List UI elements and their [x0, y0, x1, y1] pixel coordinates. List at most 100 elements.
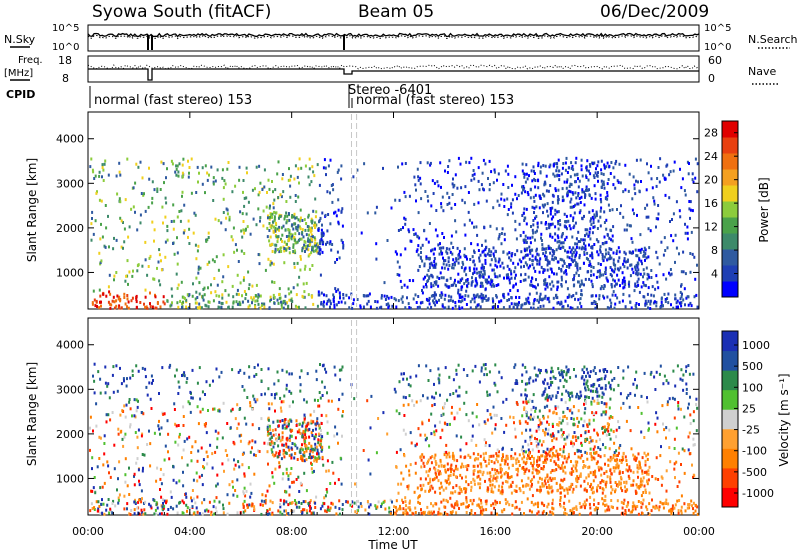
scatter-point [320, 291, 323, 295]
scatter-point [480, 465, 483, 469]
scatter-point [338, 507, 341, 511]
scatter-point [507, 276, 510, 280]
scatter-point [171, 294, 174, 298]
scatter-point [519, 280, 522, 283]
scatter-point [251, 439, 254, 443]
scatter-point [455, 368, 458, 372]
scatter-point [640, 247, 643, 251]
scatter-point [492, 181, 495, 185]
scatter-point [420, 454, 423, 458]
scatter-point [297, 475, 300, 479]
scatter-point [562, 410, 565, 414]
scatter-point [446, 452, 449, 456]
freq-line [88, 68, 699, 81]
scatter-point [508, 305, 511, 309]
scatter-point [276, 419, 279, 423]
scatter-point [617, 451, 620, 455]
scatter-point [660, 475, 663, 479]
scatter-point [451, 306, 454, 310]
scatter-point [637, 406, 640, 409]
scatter-point [175, 368, 178, 372]
scatter-point [122, 377, 125, 381]
scatter-point [341, 434, 343, 438]
scatter-point [677, 407, 680, 411]
scatter-point [586, 425, 589, 428]
scatter-point [576, 460, 579, 464]
scatter-point [514, 228, 517, 232]
scatter-point [314, 433, 317, 437]
scatter-point [578, 396, 581, 399]
scatter-point [136, 269, 139, 273]
scatter-point [113, 306, 116, 310]
scatter-point [591, 486, 594, 490]
scatter-point [523, 471, 526, 475]
scatter-point [628, 224, 631, 228]
scatter-point [138, 483, 141, 487]
scatter-point [459, 300, 462, 304]
scatter-point [478, 497, 481, 501]
scatter-point [453, 183, 456, 187]
scatter-point [232, 295, 235, 299]
scatter-point [624, 260, 627, 264]
scatter-point [656, 256, 659, 260]
scatter-point [400, 471, 403, 475]
scatter-point [203, 498, 206, 502]
scatter-point [627, 282, 630, 286]
scatter-point [427, 256, 430, 260]
scatter-point [524, 180, 527, 184]
scatter-point [484, 459, 487, 463]
scatter-point [585, 232, 588, 236]
scatter-point [488, 478, 491, 481]
scatter-point [542, 164, 545, 168]
scatter-point [116, 389, 119, 393]
scatter-point [303, 459, 306, 463]
scatter-point [604, 271, 607, 274]
scatter-point [524, 469, 527, 473]
scatter-point [300, 455, 303, 458]
scatter-point [551, 200, 554, 204]
scatter-point [669, 268, 672, 271]
scatter-point [270, 448, 273, 452]
scatter-point [641, 262, 643, 266]
scatter-point [559, 466, 562, 470]
scatter-point [493, 170, 496, 174]
scatter-point [218, 294, 221, 298]
scatter-point [187, 400, 190, 404]
scatter-point [579, 456, 582, 460]
scatter-point [177, 380, 180, 384]
scatter-point [592, 384, 595, 388]
scatter-point [242, 228, 245, 232]
scatter-point [239, 281, 242, 285]
scatter-point [182, 300, 185, 304]
scatter-point [565, 235, 568, 239]
scatter-point [344, 301, 347, 305]
scatter-point [124, 432, 127, 436]
scatter-point [655, 184, 658, 188]
scatter-point [638, 303, 640, 306]
scatter-point [452, 486, 455, 490]
scatter-point [590, 482, 593, 486]
scatter-point [287, 419, 290, 423]
scatter-point [466, 284, 468, 288]
scatter-point [669, 220, 671, 223]
scatter-point [270, 261, 273, 265]
scatter-point [561, 466, 564, 470]
scatter-point [571, 490, 574, 494]
scatter-point [523, 255, 526, 259]
scatter-point [532, 223, 535, 227]
scatter-point [514, 273, 517, 277]
scatter-point [623, 280, 626, 283]
scatter-point [465, 480, 468, 484]
scatter-point [538, 463, 541, 467]
scatter-point [275, 437, 278, 441]
scatter-point [592, 470, 595, 474]
scatter-point [248, 440, 251, 444]
scatter-point [524, 272, 527, 276]
scatter-point [143, 192, 145, 196]
scatter-point [416, 248, 419, 252]
scatter-point [455, 259, 458, 263]
scatter-point [549, 222, 552, 226]
scatter-point [626, 266, 629, 270]
scatter-point [431, 404, 434, 408]
scatter-point [422, 483, 425, 487]
